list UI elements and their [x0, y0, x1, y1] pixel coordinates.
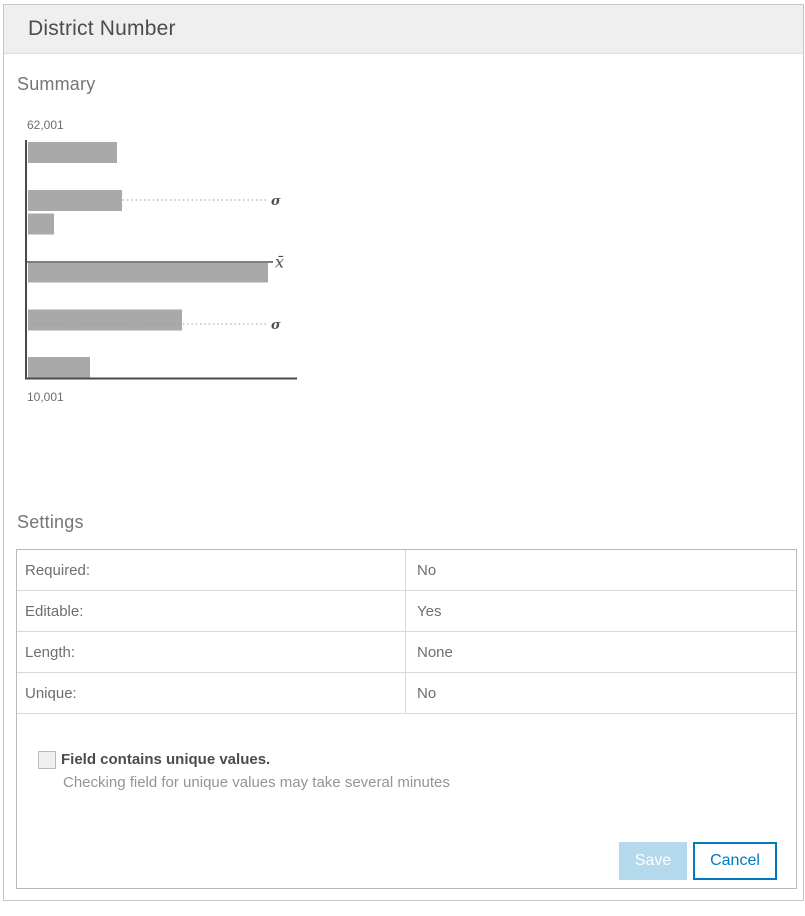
histogram-bar [28, 213, 54, 235]
length-label: Length: [17, 632, 406, 672]
unique-values-check-block: Field contains unique values. Checking f… [38, 751, 796, 791]
sigma-symbol: σ [271, 194, 281, 209]
unique-values-note: Checking field for unique values may tak… [63, 774, 450, 791]
histogram-bar [28, 357, 90, 379]
axis-min-label: 10,001 [27, 390, 64, 404]
histogram-bar [28, 142, 117, 163]
settings-row-editable: Editable: Yes [17, 591, 796, 632]
unique-values-checkbox-label[interactable]: Field contains unique values. [61, 751, 271, 768]
field-properties-panel: District Number Summary σ x̄ σ 62,001 10,001… [3, 4, 804, 901]
cancel-button[interactable]: Cancel [693, 842, 777, 880]
settings-box: Required: No Editable: Yes Length: None … [16, 549, 797, 889]
required-value: No [417, 561, 437, 579]
unique-values-checkbox[interactable] [38, 751, 56, 769]
mean-symbol: x̄ [275, 253, 284, 272]
histogram-bar [28, 309, 182, 331]
axis-max-label: 62,001 [27, 118, 64, 132]
length-value: None [417, 643, 453, 661]
settings-row-unique: Unique: No [17, 673, 796, 714]
unique-value: No [417, 684, 437, 702]
settings-row-length: Length: None [17, 632, 796, 673]
settings-row-required: Required: No [17, 550, 796, 591]
settings-heading: Settings [17, 512, 84, 532]
page-title: District Number [28, 17, 176, 40]
unique-label: Unique: [17, 673, 406, 713]
histogram-bar [28, 261, 268, 283]
editable-value: Yes [417, 602, 442, 620]
panel-header: District Number [4, 5, 803, 54]
action-buttons: Save Cancel [619, 842, 777, 880]
save-button[interactable]: Save [619, 842, 687, 880]
summary-heading: Summary [17, 74, 96, 94]
sigma-symbol: σ [271, 318, 281, 333]
required-label: Required: [17, 550, 406, 590]
histogram-bar [28, 189, 122, 211]
editable-label: Editable: [17, 591, 406, 631]
summary-histogram: σ x̄ σ 62,001 10,001 [25, 118, 297, 404]
